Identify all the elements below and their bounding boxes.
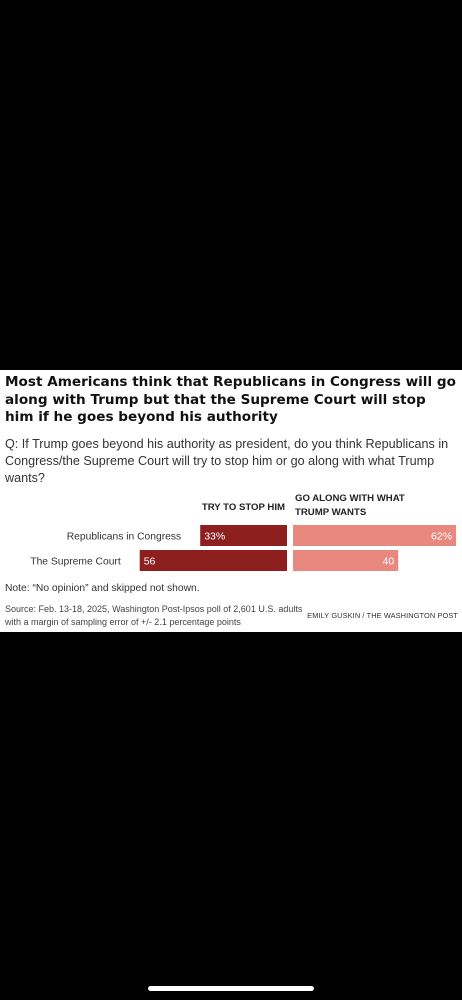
bar-chart: TRY TO STOP HIM GO ALONG WITH WHAT TRUMP W… <box>0 488 462 578</box>
label-go-along-0: 62% <box>431 531 452 543</box>
chart-title: Most Americans think that Republicans in… <box>5 374 456 425</box>
label-try-to-stop-1: 56 <box>144 556 156 568</box>
chart-source: Source: Feb. 13-18, 2025, Washington Pos… <box>5 604 303 627</box>
chart-svg: TRY TO STOP HIM GO ALONG WITH WHAT TRUMP W… <box>30 493 457 571</box>
label-go-along-1: 40 <box>383 556 395 568</box>
chart-card: Most Americans think that Republicans in… <box>0 370 462 632</box>
survey-question: Q: If Trump goes beyond his authority as… <box>5 437 449 485</box>
series-header-go-along: GO ALONG WITH WHAT TRUMP WANTS <box>295 493 405 518</box>
bar-try-to-stop-1 <box>139 550 287 571</box>
chart-credit: EMILY GUSKIN / THE WASHINGTON POST <box>307 611 458 620</box>
bar-try-to-stop-0 <box>200 525 287 546</box>
series-header-try-to-stop: TRY TO STOP HIM <box>202 502 285 513</box>
category-label-1: The Supreme Court <box>30 557 121 568</box>
category-label-0: Republicans in Congress <box>67 532 181 543</box>
bar-go-along-1 <box>293 550 399 571</box>
bar-go-along-0 <box>293 525 457 546</box>
chart-note: Note: “No opinion” and skipped not shown… <box>5 583 200 594</box>
label-try-to-stop-0: 33% <box>204 531 225 543</box>
home-indicator[interactable] <box>148 986 314 991</box>
